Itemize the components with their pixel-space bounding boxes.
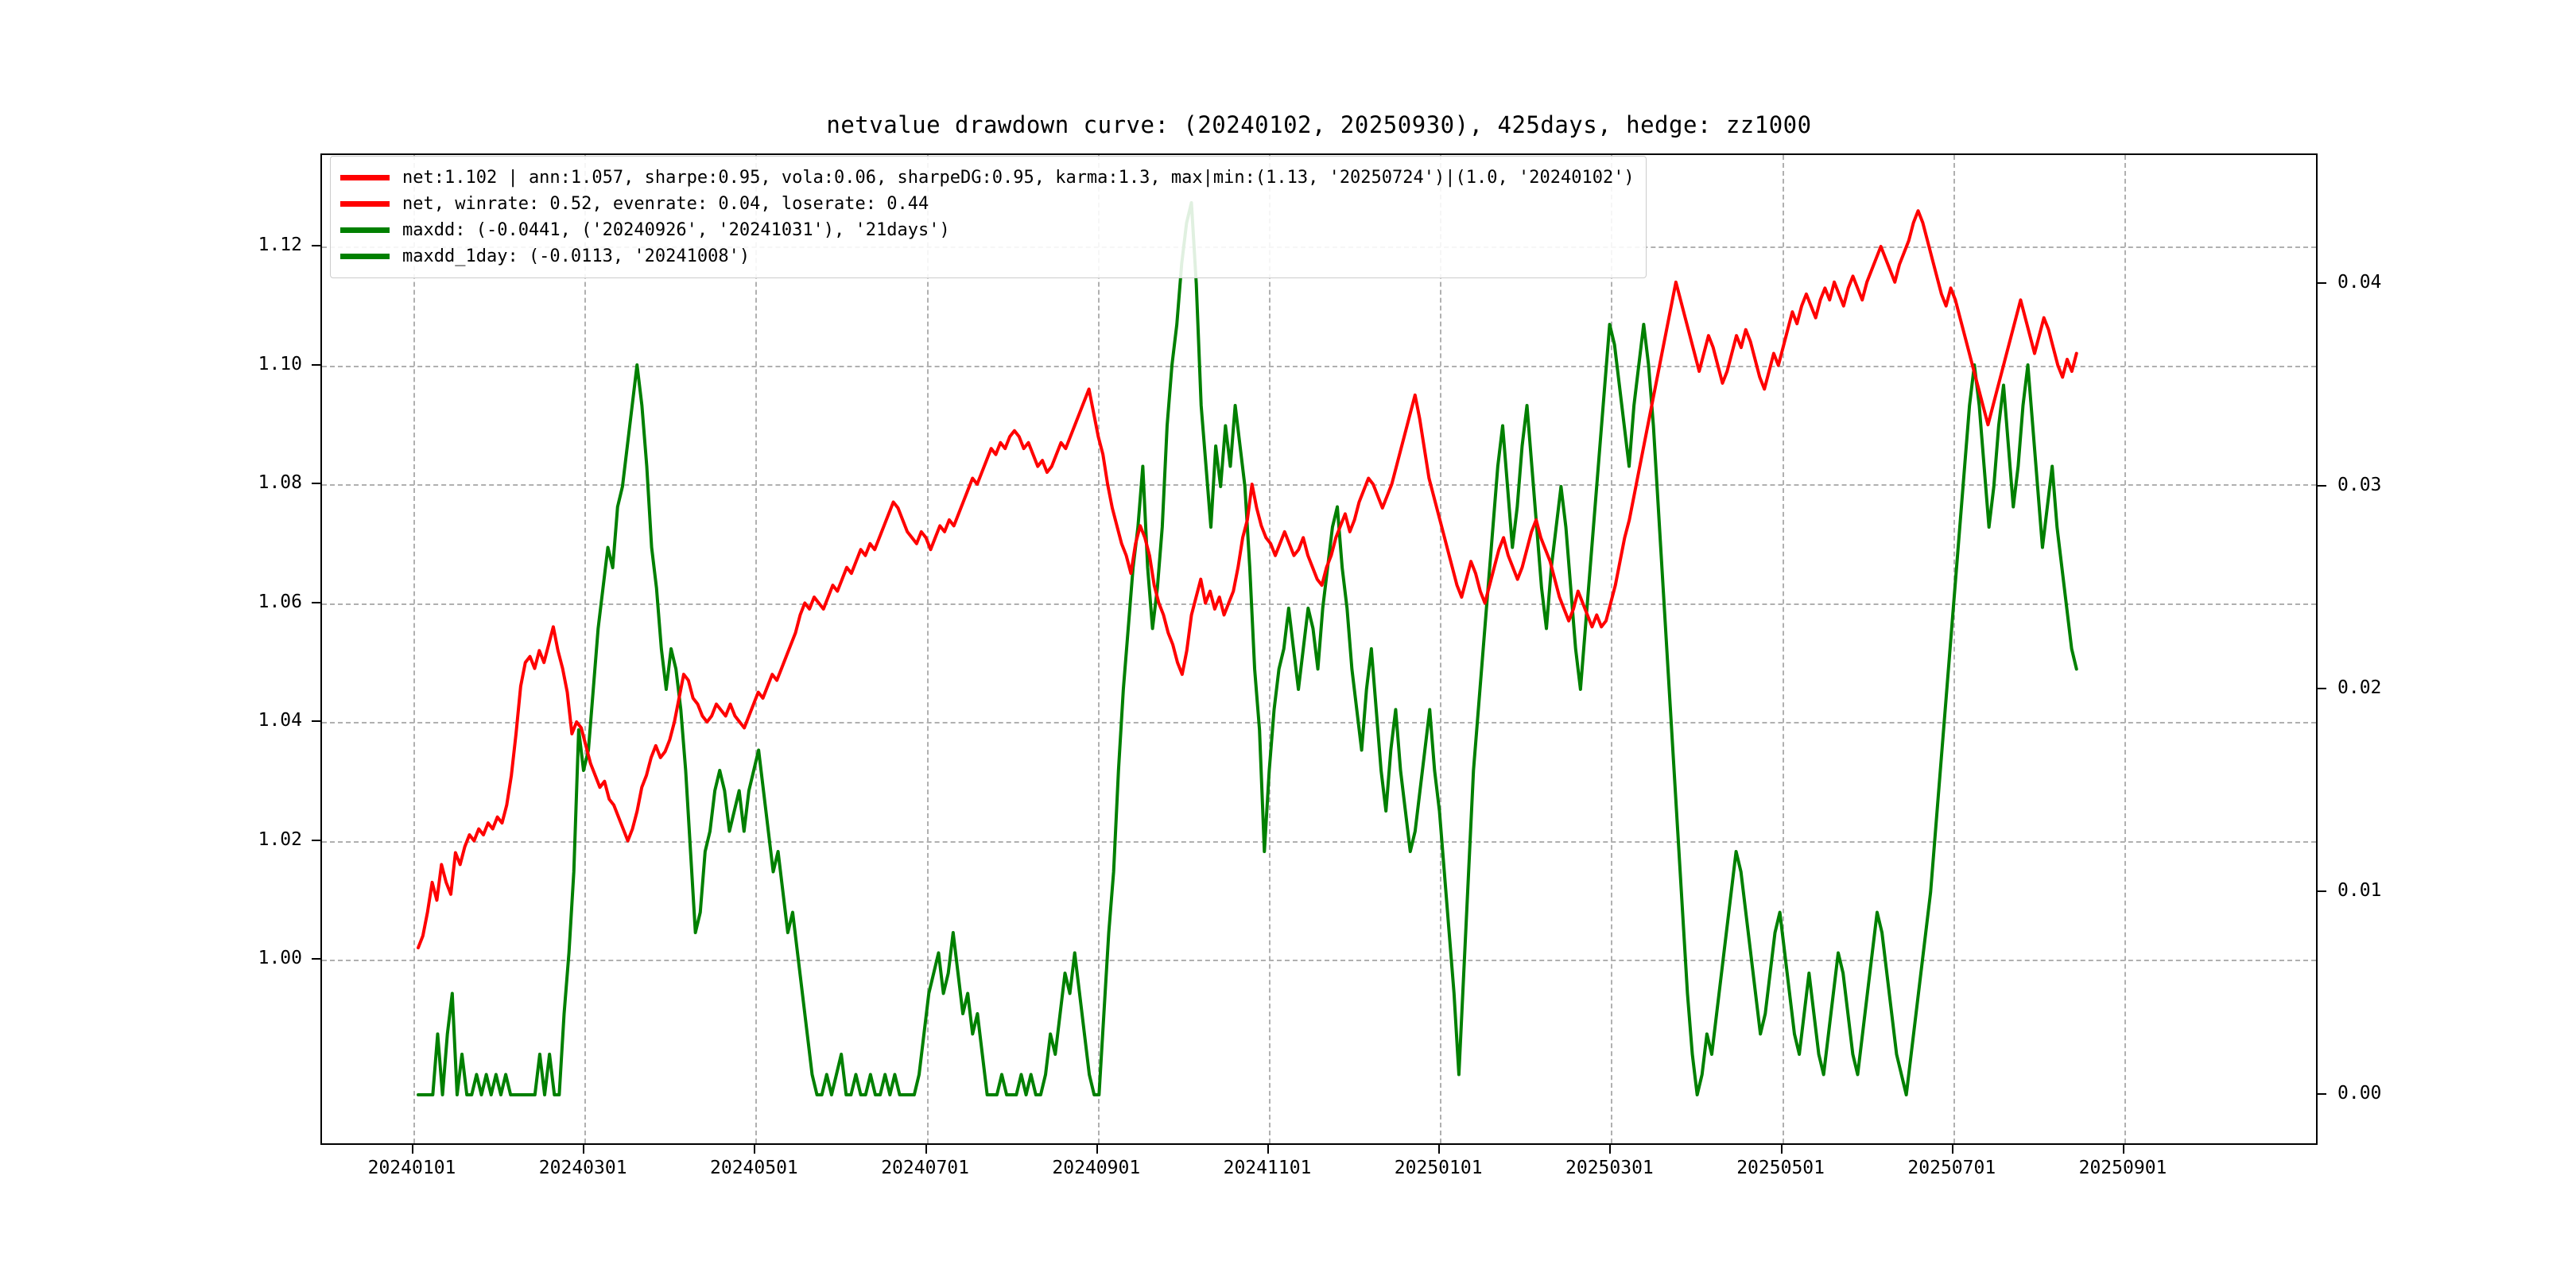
x-tick-mark (754, 1145, 756, 1154)
y-right-tick-label-0.02: 0.02 (2337, 677, 2382, 698)
x-tick-label-20240101: 20240101 (367, 1158, 456, 1178)
y-left-tick-label-1.00: 1.00 (258, 948, 302, 968)
gridline-v-20240501 (755, 155, 758, 1143)
gridline-h-1.08 (322, 484, 2316, 486)
y-left-tick-label-1.04: 1.04 (258, 710, 302, 731)
x-tick-label-20250101: 20250101 (1394, 1158, 1483, 1178)
y-right-tick-mark (2318, 282, 2326, 284)
y-right-tick-label-0.03: 0.03 (2337, 475, 2382, 495)
gridline-v-20250501 (1782, 155, 1784, 1143)
gridline-v-20240701 (926, 155, 929, 1143)
maxdd-line (417, 201, 2078, 1096)
y-left-tick-label-1.02: 1.02 (258, 828, 302, 850)
net-line (417, 209, 2078, 950)
y-left-tick-mark (312, 245, 320, 246)
y-right-tick-label-0.00: 0.00 (2337, 1083, 2382, 1104)
legend-label: net, winrate: 0.52, evenrate: 0.04, lose… (402, 194, 929, 214)
series-plot (417, 201, 2078, 1096)
y-right-tick-label-0.01: 0.01 (2337, 880, 2382, 901)
x-tick-label-20250501: 20250501 (1736, 1158, 1825, 1178)
legend-label: maxdd: (-0.0441, ('20240926', '20241031'… (402, 220, 950, 240)
x-tick-mark (1780, 1145, 1783, 1154)
gridline-v-20241101 (1269, 155, 1271, 1143)
gridline-v-20240901 (1097, 155, 1100, 1143)
gridline-v-20240101 (413, 155, 415, 1143)
x-tick-mark (412, 1145, 413, 1154)
x-tick-label-20250301: 20250301 (1565, 1158, 1654, 1178)
legend-row-0[interactable]: net:1.102 | ann:1.057, sharpe:0.95, vola… (340, 165, 1635, 191)
legend-label: maxdd_1day: (-0.0113, '20241008') (402, 246, 751, 266)
x-tick-label-20240501: 20240501 (710, 1158, 798, 1178)
x-tick-mark (1438, 1145, 1441, 1154)
y-left-tick-mark (312, 839, 320, 841)
legend-swatch-icon (340, 227, 390, 233)
y-left-tick-label-1.12: 1.12 (258, 235, 302, 255)
x-tick-label-20240701: 20240701 (881, 1158, 969, 1178)
gridline-v-20250301 (1611, 155, 1613, 1143)
gridline-v-20250701 (1953, 155, 1955, 1143)
x-tick-mark (925, 1145, 927, 1154)
legend-swatch-icon (340, 254, 390, 259)
legend-row-1[interactable]: net, winrate: 0.52, evenrate: 0.04, lose… (340, 191, 1635, 217)
x-tick-mark (2123, 1145, 2124, 1154)
chart-title: netvalue drawdown curve: (20240102, 2025… (826, 111, 1812, 138)
y-left-tick-mark (312, 483, 320, 484)
x-tick-mark (1096, 1145, 1098, 1154)
y-left-tick-label-1.06: 1.06 (258, 591, 302, 612)
gridline-h-1.04 (322, 722, 2316, 724)
y-left-tick-mark (312, 958, 320, 960)
y-right-tick-mark (2318, 485, 2326, 487)
x-tick-label-20241101: 20241101 (1223, 1158, 1312, 1178)
gridline-v-20250101 (1440, 155, 1442, 1143)
y-right-tick-mark (2318, 688, 2326, 689)
y-right-tick-label-0.04: 0.04 (2337, 272, 2382, 293)
plot-area (320, 153, 2318, 1145)
legend-box[interactable]: net:1.102 | ann:1.057, sharpe:0.95, vola… (330, 156, 1647, 278)
x-tick-mark (1609, 1145, 1612, 1154)
legend-label: net:1.102 | ann:1.057, sharpe:0.95, vola… (402, 168, 1635, 188)
legend-swatch-icon (340, 201, 390, 207)
x-tick-label-20250701: 20250701 (1907, 1158, 1996, 1178)
y-right-tick-mark (2318, 890, 2326, 892)
y-right-tick-mark (2318, 1093, 2326, 1095)
x-tick-mark (1951, 1145, 1953, 1154)
gridline-h-1.06 (322, 603, 2316, 605)
x-tick-label-20240901: 20240901 (1052, 1158, 1141, 1178)
gridline-v-20240301 (584, 155, 587, 1143)
y-left-tick-mark (312, 363, 320, 366)
y-left-tick-mark (312, 601, 320, 603)
x-tick-mark (583, 1145, 585, 1154)
y-left-tick-mark (312, 720, 320, 722)
gridline-h-1.02 (322, 840, 2316, 843)
x-tick-mark (1267, 1145, 1269, 1154)
legend-row-2[interactable]: maxdd: (-0.0441, ('20240926', '20241031'… (340, 217, 1635, 243)
x-tick-label-20240301: 20240301 (538, 1158, 627, 1178)
legend-swatch-icon (340, 175, 390, 180)
x-tick-label-20250901: 20250901 (2078, 1158, 2167, 1178)
gridline-h-1.10 (322, 365, 2316, 367)
legend-row-3[interactable]: maxdd_1day: (-0.0113, '20241008') (340, 243, 1635, 270)
y-left-tick-label-1.10: 1.10 (258, 353, 302, 374)
y-left-tick-label-1.08: 1.08 (258, 472, 302, 493)
gridline-v-20250901 (2124, 155, 2126, 1143)
gridline-h-1.00 (322, 960, 2316, 961)
